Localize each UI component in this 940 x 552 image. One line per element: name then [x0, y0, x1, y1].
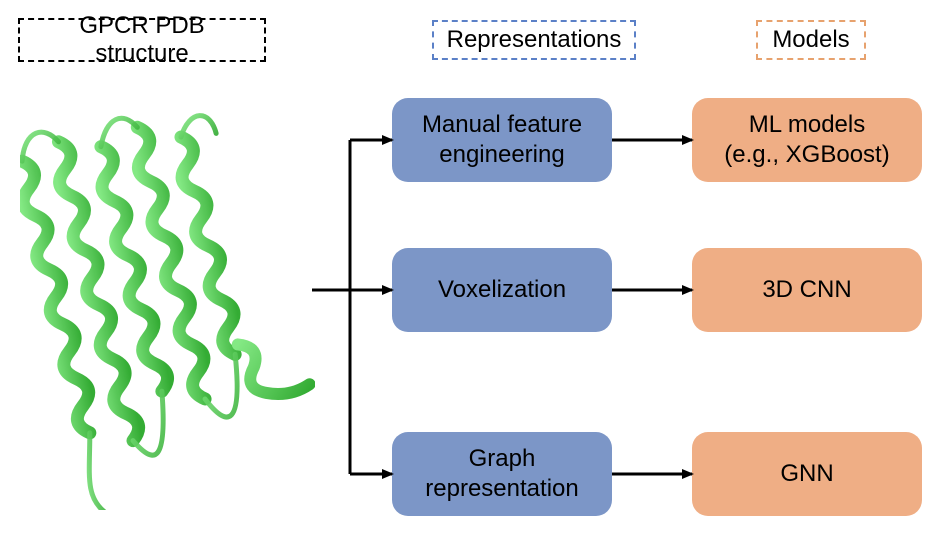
protein-ribbon-icon [20, 90, 315, 510]
header-representations: Representations [432, 20, 636, 60]
repr-box-feature-engineering: Manual featureengineering [392, 98, 612, 182]
model-box-3dcnn: 3D CNN [692, 248, 922, 332]
model-box-ml: ML models(e.g., XGBoost) [692, 98, 922, 182]
header-models: Models [756, 20, 866, 60]
protein-structure [20, 90, 315, 510]
header-gpcr: GPCR PDB structure [18, 18, 266, 62]
model-box-gnn: GNN [692, 432, 922, 516]
repr-box-voxelization: Voxelization [392, 248, 612, 332]
repr-box-graph: Graphrepresentation [392, 432, 612, 516]
